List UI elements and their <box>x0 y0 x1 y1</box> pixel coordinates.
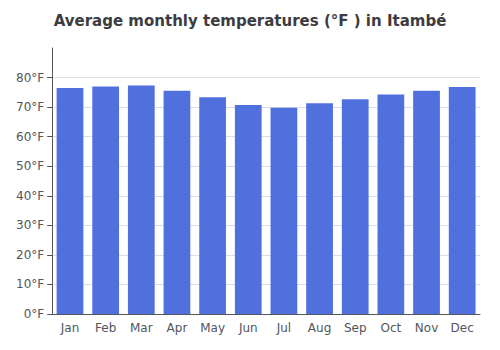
svg-text:Jan: Jan <box>60 321 80 335</box>
svg-text:Feb: Feb <box>95 321 116 335</box>
svg-text:Nov: Nov <box>415 321 438 335</box>
svg-text:Sep: Sep <box>344 321 367 335</box>
svg-text:10°F: 10°F <box>16 277 44 291</box>
svg-text:80°F: 80°F <box>16 71 44 85</box>
svg-text:Jul: Jul <box>276 321 291 335</box>
svg-text:60°F: 60°F <box>16 130 44 144</box>
svg-text:Jun: Jun <box>238 321 258 335</box>
svg-text:Dec: Dec <box>451 321 474 335</box>
svg-text:0°F: 0°F <box>24 307 45 321</box>
svg-text:30°F: 30°F <box>16 218 44 232</box>
svg-text:Oct: Oct <box>380 321 401 335</box>
svg-text:Average monthly temperatures (: Average monthly temperatures (°F ) in It… <box>54 12 447 30</box>
svg-text:50°F: 50°F <box>16 159 44 173</box>
svg-text:20°F: 20°F <box>16 248 44 262</box>
svg-text:Apr: Apr <box>167 321 188 335</box>
svg-text:May: May <box>200 321 225 335</box>
svg-text:Mar: Mar <box>130 321 153 335</box>
svg-text:70°F: 70°F <box>16 100 44 114</box>
svg-text:Aug: Aug <box>308 321 331 335</box>
svg-text:40°F: 40°F <box>16 189 44 203</box>
